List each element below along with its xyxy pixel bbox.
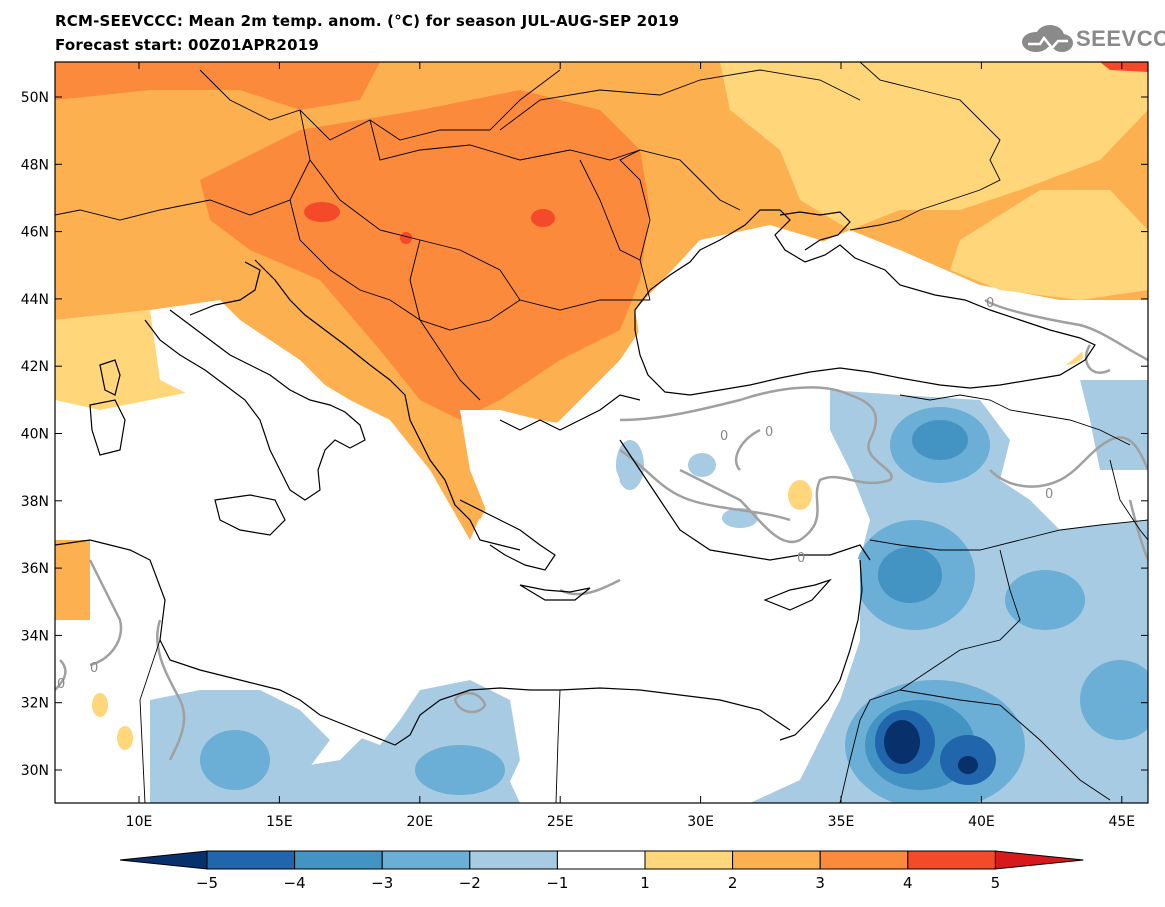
lon-label: 20E xyxy=(406,814,433,830)
contour-label: 0 xyxy=(57,677,65,692)
longitude-axis: 10E 15E 20E 25E 30E 35E 40E 45E xyxy=(126,62,1135,830)
latitude-axis: 50N 48N 46N 44N 42N 40N 38N 36N 34N 32N 30N xyxy=(21,90,1148,779)
colorbar-segment xyxy=(819,850,909,870)
contour-label: 0 xyxy=(90,661,98,676)
colorbar-tick-label: −1 xyxy=(546,874,568,892)
lat-label: 38N xyxy=(21,494,49,510)
map-frame xyxy=(54,61,1149,804)
colorbar-extend-high xyxy=(994,850,1084,870)
contour-label: 0 xyxy=(986,296,994,311)
colorbar-segment xyxy=(206,850,296,870)
lat-label: 40N xyxy=(21,427,49,443)
lat-label: 48N xyxy=(21,157,49,173)
lat-label: 46N xyxy=(21,225,49,241)
lon-label: 40E xyxy=(968,814,995,830)
contour-label: 0 xyxy=(1045,487,1053,502)
colorbar-segment xyxy=(381,850,471,870)
country-borders xyxy=(55,62,1148,803)
map-fill-layer xyxy=(55,62,1148,803)
lat-label: 50N xyxy=(21,90,49,106)
logo-text: SEEVCCC xyxy=(1076,26,1165,51)
lat-label: 44N xyxy=(21,292,49,308)
contour-label: 0 xyxy=(720,429,728,444)
lat-label: 30N xyxy=(21,763,49,779)
colorbar: −5 −4 −3 −2 −1 1 2 3 4 5 xyxy=(119,850,1084,892)
colorbar-segment xyxy=(644,850,734,870)
map-title: RCM-SEEVCCC: Mean 2m temp. anom. (°C) fo… xyxy=(55,12,680,30)
lon-label: 35E xyxy=(828,814,855,830)
colorbar-tick-label: 4 xyxy=(903,874,913,892)
colorbar-segment xyxy=(732,850,821,870)
colorbar-tick-label: −4 xyxy=(284,874,306,892)
cloud-icon xyxy=(1022,25,1073,52)
contour-labels: 0 0 0 0 0 0 0 xyxy=(57,296,1053,692)
lon-label: 15E xyxy=(266,814,293,830)
colorbar-segment xyxy=(294,850,383,870)
lon-label: 45E xyxy=(1108,814,1135,830)
forecast-start-label: Forecast start: 00Z01APR2019 xyxy=(55,36,319,54)
colorbar-tick-label: −3 xyxy=(371,874,393,892)
colorbar-segment xyxy=(556,850,646,870)
lat-label: 36N xyxy=(21,561,49,577)
colorbar-tick-label: −2 xyxy=(459,874,481,892)
zero-contours xyxy=(55,298,1148,761)
colorbar-tick-label: 2 xyxy=(728,874,738,892)
colorbar-tick-label: 5 xyxy=(991,874,1001,892)
lat-label: 32N xyxy=(21,696,49,712)
lat-label: 42N xyxy=(21,359,49,375)
seevccc-logo: SEEVCCC xyxy=(1018,24,1165,54)
colorbar-tick-label: −5 xyxy=(196,874,218,892)
lon-label: 10E xyxy=(126,814,153,830)
lat-label: 34N xyxy=(21,628,49,644)
contour-label: 0 xyxy=(765,425,773,440)
colorbar-tick-label: 3 xyxy=(815,874,825,892)
colorbar-segment xyxy=(469,850,558,870)
colorbar-extend-low xyxy=(119,850,208,870)
contour-label: 0 xyxy=(797,551,805,566)
coastlines xyxy=(55,209,1096,746)
lon-label: 30E xyxy=(687,814,714,830)
colorbar-segment xyxy=(907,850,996,870)
colorbar-tick-label: 1 xyxy=(640,874,650,892)
lon-label: 25E xyxy=(547,814,574,830)
